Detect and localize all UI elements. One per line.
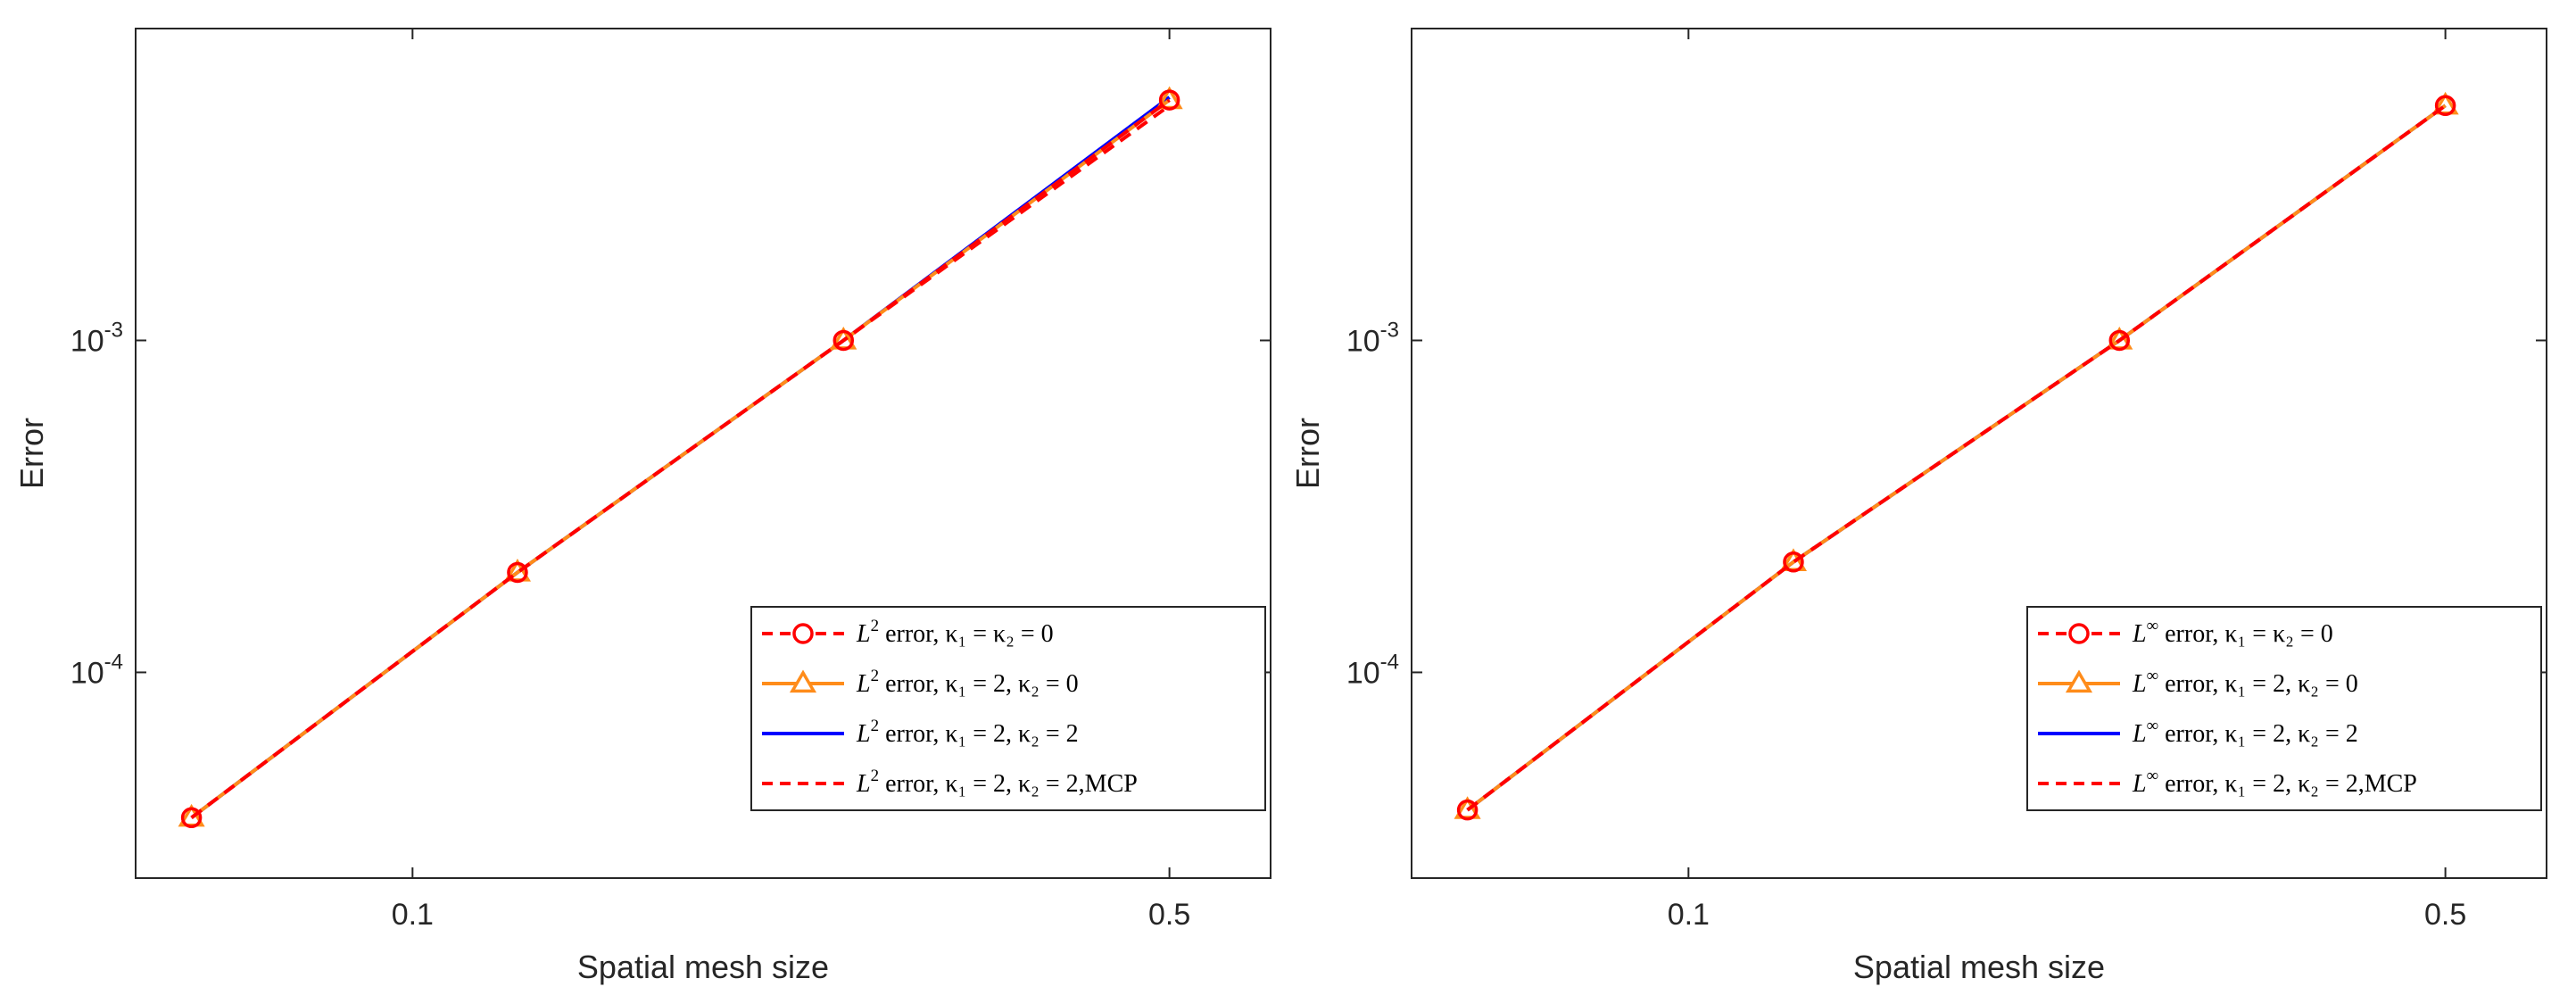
data-point-circle bbox=[507, 561, 528, 584]
y-axis-title: Error bbox=[13, 418, 50, 489]
chart-panel-1: 0.1 0.5 10-4 10-3 Spatial mesh size Error L2 e… bbox=[13, 28, 1271, 985]
legend: L2 error, κ₁ = κ₂ = 0 L2 error, κ₁ = 2, κ… bbox=[750, 606, 1266, 811]
legend: L∞ error, κ₁ = κ₂ = 0 L∞ error, κ₁ = 2, κ… bbox=[2026, 606, 2542, 811]
x-tick-label: 0.1 bbox=[392, 898, 434, 932]
legend-label-4: L2 error, κ₁ = 2, κ₂ = 2,MCP bbox=[856, 767, 1138, 798]
data-point-circle bbox=[180, 807, 203, 829]
legend-box bbox=[750, 606, 1266, 811]
legend-marker-triangle bbox=[789, 669, 817, 693]
x-tick-label: 0.1 bbox=[1668, 898, 1710, 932]
series-line-4 bbox=[190, 104, 1171, 819]
legend-marker-circle bbox=[792, 623, 814, 644]
series-line-1 bbox=[190, 98, 1171, 819]
y-tick-label: 10-3 bbox=[70, 318, 123, 358]
chart-panel-2: 0.1 0.5 10-4 10-3 Spatial mesh size Error L∞ e… bbox=[1289, 28, 2547, 985]
legend-label-2: L∞ error, κ₁ = 2, κ₂ = 0 bbox=[2132, 667, 2358, 698]
x-tick-label: 0.5 bbox=[2424, 898, 2466, 932]
data-point-circle bbox=[2108, 329, 2131, 352]
y-tick-label: 10-4 bbox=[70, 650, 123, 690]
x-axis-title: Spatial mesh size bbox=[577, 949, 829, 985]
x-tick-label: 0.5 bbox=[1148, 898, 1190, 932]
legend-marker-triangle bbox=[2065, 669, 2093, 693]
plot-frame bbox=[135, 28, 1271, 879]
legend-label-3: L2 error, κ₁ = 2, κ₂ = 2 bbox=[856, 717, 1079, 748]
y-axis-title: Error bbox=[1289, 418, 1326, 489]
legend-label-4: L∞ error, κ₁ = 2, κ₂ = 2,MCP bbox=[2132, 767, 2417, 798]
legend-label-2: L2 error, κ₁ = 2, κ₂ = 0 bbox=[856, 667, 1079, 698]
y-tick-label: 10-3 bbox=[1346, 318, 1399, 358]
series-line-1 bbox=[1466, 104, 2447, 812]
data-point-circle bbox=[1158, 89, 1180, 111]
data-point-circle bbox=[832, 329, 855, 352]
legend-label-3: L∞ error, κ₁ = 2, κ₂ = 2 bbox=[2132, 717, 2358, 748]
plot-frame bbox=[1411, 28, 2547, 879]
data-point-circle bbox=[2434, 95, 2456, 117]
data-point-circle bbox=[1783, 551, 1804, 573]
legend-label-1: L∞ error, κ₁ = κ₂ = 0 bbox=[2132, 617, 2333, 648]
data-point-circle bbox=[1456, 799, 1479, 821]
legend-label-1: L2 error, κ₁ = κ₂ = 0 bbox=[856, 617, 1054, 648]
y-tick-label: 10-4 bbox=[1346, 650, 1399, 690]
legend-marker-circle bbox=[2068, 623, 2090, 644]
x-axis-title: Spatial mesh size bbox=[1853, 949, 2105, 985]
legend-box bbox=[2026, 606, 2542, 811]
